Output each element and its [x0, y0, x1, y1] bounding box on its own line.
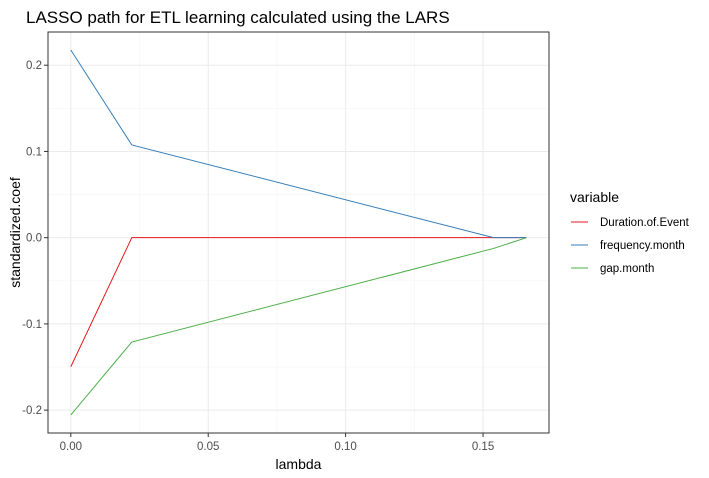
x-tick-label: 0.10: [334, 441, 356, 453]
legend-label: Duration.of.Event: [600, 217, 690, 229]
legend-items: Duration.of.Event frequency.month gap.mont…: [571, 217, 690, 275]
panel-border: [47, 31, 550, 434]
chart-title: LASSO path for ETL learning calculated u…: [26, 8, 450, 27]
legend-title: variable: [570, 189, 619, 205]
x-tick-label: 0.05: [197, 441, 219, 453]
x-axis-ticks: 0.00 0.05 0.10 0.15: [60, 433, 494, 453]
y-tick-label: 0.0: [26, 233, 42, 245]
series-lines: [70, 49, 527, 416]
legend: variable Duration.of.Event frequency.mont…: [570, 189, 690, 275]
series-line-frequency-month: [70, 49, 527, 239]
y-tick-label: -0.1: [22, 319, 42, 331]
series-line-gap-month: [70, 237, 527, 416]
y-axis-ticks: -0.2 -0.1 0.0 0.1 0.2: [22, 60, 48, 417]
y-tick-label: -0.2: [22, 405, 42, 417]
y-tick-label: 0.1: [26, 146, 42, 158]
panel-background: [48, 32, 549, 433]
x-tick-label: 0.00: [60, 441, 82, 453]
legend-label: gap.month: [600, 263, 654, 275]
minor-gridlines: [48, 32, 549, 433]
plot-panel: [47, 31, 550, 434]
legend-label: frequency.month: [600, 240, 685, 252]
x-tick-label: 0.15: [472, 441, 494, 453]
y-tick-label: 0.2: [26, 60, 42, 72]
x-axis-title: lambda: [276, 456, 322, 472]
y-axis-title: standardized.coef: [7, 177, 23, 288]
